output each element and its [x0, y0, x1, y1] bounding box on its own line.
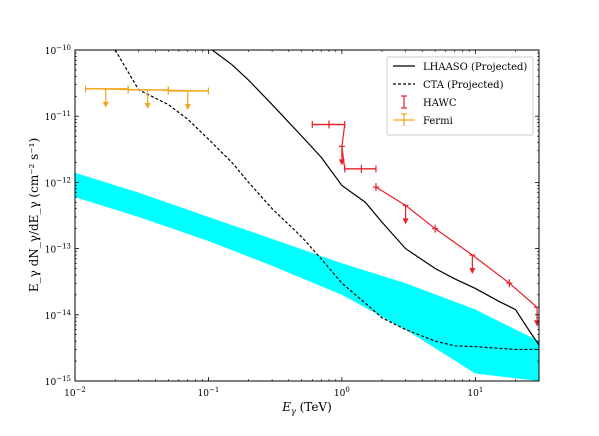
- legend-item: Fermi: [393, 113, 453, 127]
- legend-swatch: [401, 95, 407, 109]
- errorbar-layer: [84, 85, 539, 327]
- y-tick-label: 10−12: [45, 176, 71, 189]
- legend-label: HAWC: [423, 98, 457, 109]
- series-line-cta: [114, 50, 539, 351]
- legend-item: LHAASO (Projected): [393, 62, 527, 73]
- legend-item: HAWC: [401, 95, 457, 109]
- legend-label: LHAASO (Projected): [423, 62, 527, 73]
- band-layer: [75, 172, 539, 381]
- fermi-spectrum-line: [85, 88, 209, 92]
- y-tick-label: 10−11: [45, 110, 71, 123]
- y-tick-label: 10−15: [45, 375, 71, 388]
- y-tick-label: 10−14: [45, 309, 72, 322]
- x-tick-label: 10−1: [198, 386, 220, 399]
- legend-label: Fermi: [423, 116, 453, 127]
- y-tick-label: 10−10: [45, 44, 71, 57]
- legend-swatch: [393, 113, 415, 126]
- axes-layer: 10−2 10−1 100 101 10−15 10−14 10−13 10−12 10−11 1…: [45, 44, 540, 399]
- legend-items: LHAASO (Projected) CTA (Projected) HAWC Fer…: [393, 62, 527, 127]
- series-line-lhaaso: [211, 50, 539, 346]
- y-axis-label: E_γ dN_γ/dE_γ (cm⁻² s⁻¹): [27, 138, 41, 292]
- hawc-spectrum-line: [312, 123, 376, 170]
- x-tick-label: 100: [334, 386, 350, 399]
- hawc-spectrum-line: [375, 186, 538, 308]
- x-axis-label: Eγ (TeV): [281, 400, 332, 416]
- legend-box: [386, 56, 534, 136]
- plot-frame: [74, 49, 540, 382]
- legend: LHAASO (Projected) CTA (Projected) HAWC Fer…: [386, 56, 534, 136]
- uncertainty-band: [75, 172, 539, 381]
- legend-label: CTA (Projected): [423, 80, 504, 91]
- y-tick-label: 10−13: [45, 243, 71, 256]
- series-layer: [114, 50, 539, 351]
- x-tick-label: 10−2: [64, 386, 86, 399]
- legend-item: CTA (Projected): [393, 80, 504, 91]
- x-tick-label: 101: [467, 386, 483, 399]
